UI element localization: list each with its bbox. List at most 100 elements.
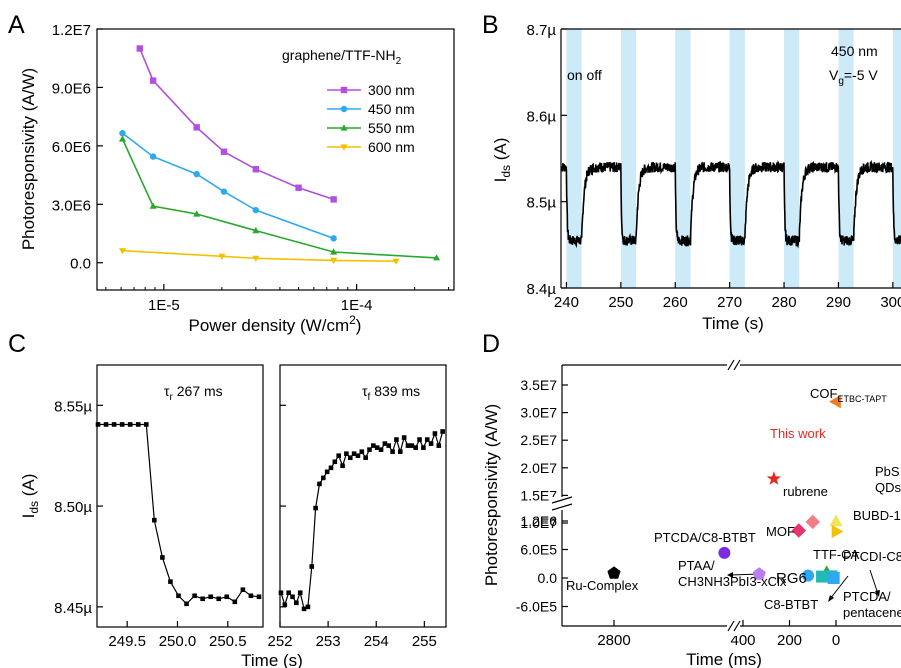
panel-c-fall-point [371,443,376,448]
panel-c-fall-point [297,590,303,596]
panel-d-data-point [829,514,843,527]
panel-d-y-axis-label: Photoresponsivity (A/W) [482,404,501,586]
panel-c-fall-point [324,469,330,475]
panel-c-y-tick-label: 8.45µ [54,600,92,617]
panel-b-wavelength-label: 450 nm [831,43,878,59]
panel-d-point-label: C8-BTBT [764,597,818,612]
panel-c-rise-point [192,593,197,599]
panel-d-point-label: PTCDA/pentacene [843,589,901,620]
panel-c-fall-point [328,465,334,471]
panel-d-y-tick-label: 3.0E7 [520,405,557,421]
panel-c-fall-point [378,447,384,452]
panel-c-rise-point [143,422,149,427]
panel-c-fall-point [374,445,380,450]
panel-a-data-point [193,210,201,217]
panel-c-fall-point [290,594,295,600]
panel-a-legend-title: graphene/TTF-NH2 [282,47,402,67]
panel-c-fall-point [286,590,291,596]
panel-a-data-point [252,206,260,214]
panel-c-fall-point [336,453,342,458]
panel-c-rise-point [119,422,125,427]
panel-c-fall-point [305,604,311,610]
panel-a-data-point [193,124,200,131]
panel-d-data-point [816,570,829,583]
panel-c-fall-point [432,431,438,436]
panel-a-y-tick-label: 9.0E6 [52,80,91,97]
panel-b-y-tick-label: 8.6µ [527,108,557,125]
panel-d-point-label: PTAA/CH3NH3PbI3-xClx [678,558,787,589]
panel-a-data-point [433,254,441,261]
panel-a-data-point [252,255,260,262]
panel-c-rise-point [232,599,238,605]
panel-c-y-tick-label: 8.50µ [54,499,92,516]
panel-c-rise-point [184,601,189,607]
panel-c-rise-point [168,579,173,584]
panel-c-left-x-tick-label: 250.5 [209,633,247,650]
panel-c-fall-point [321,475,326,481]
panel-d-y-tick-label: -6.0E5 [516,599,557,615]
panel-c-fall-point [405,443,411,448]
panel-a-chart: 0.0 3.0E6 6.0E6 9.0E6 1.2E7 1E-5 1E-4 graphene… [19,22,455,335]
panel-a-legend-marker [340,105,348,113]
panel-c-fall-point [409,443,415,448]
panel-c-rise-trace [98,423,260,605]
panel-d-x-axis-label: Time (ms) [686,650,762,668]
panel-d-x-tick-label: 400 [730,632,755,649]
panel-d-point-label: rubrene [783,484,828,499]
panel-a-series-line [121,138,437,259]
panel-b-x-tick-label: 240 [554,294,579,311]
panel-a-data-point [136,45,143,52]
panel-c-x-axis-label: Time (s) [241,651,303,668]
panel-b-chart: 8.4µ 8.5µ 8.6µ 8.7µ 240 250 260 270 280 290 300 on… [491,22,901,333]
panel-a-data-point [220,148,228,155]
panel-d-y-tick-label: 1.0E7 [520,515,557,531]
panel-d-point-label: PTCDI-C8 [843,549,901,564]
panel-a-data-point [330,196,337,203]
panel-c-rise-point [176,593,181,599]
panel-c-fall-point [390,449,395,454]
panel-b-x-tick-label: 270 [717,294,742,311]
panel-b-light-on-band [675,29,691,288]
panel-b-current-trace [560,160,901,249]
panel-c-rise-point [160,555,165,560]
panel-d-y-tick-label: 2.0E7 [520,460,557,476]
panel-c-right-x-tick-label: 255 [412,633,437,650]
panel-c-fall-time-label: τf 839 ms [362,383,420,403]
panel-d-y-tick-label: 3.5E7 [520,377,557,393]
panel-b-x-tick-label: 280 [772,294,797,311]
panel-a-x-tick-label: 1E-4 [341,297,373,314]
panel-c-fall-point [359,449,365,454]
panel-a-data-point [295,184,302,191]
panel-a-data-point [149,77,157,84]
panel-a-y-axis-label: Photoresponsivity (A/W) [19,68,38,250]
panel-c-fall-point [347,455,353,461]
panel-c-fall-point [413,445,418,450]
panel-a-data-point [330,257,338,265]
panel-b-on-off-label: on off [567,67,602,83]
panel-d-point-label: Ru-Complex [566,578,639,593]
panel-b-y-tick-label: 8.4µ [527,281,557,298]
panel-d-y-tick-label: 2.5E7 [520,432,557,448]
panel-c-fall-point [313,505,318,511]
panel-a-data-point [220,188,228,195]
panel-a-y-tick-label: 1.2E7 [52,22,91,39]
panel-d-data-point [805,514,820,530]
panel-a-data-point [252,166,260,173]
panel-b-y-axis-label: Ids (A) [491,138,513,183]
panel-c-fall-point [344,451,349,456]
panel-c-fall-point [397,449,403,454]
panel-c-fall-point [421,445,426,450]
panel-d-data-point [829,395,841,409]
panel-c-fall-point [332,459,338,465]
panel-c-fall-point [294,600,299,606]
panel-a-legend-marker [340,144,348,151]
panel-c-rise-point [127,422,133,427]
panel-c-fall-point [417,437,422,442]
panel-b-light-on-band [729,29,745,288]
panel-d-point-label: TTF-CA [813,547,860,562]
panel-c-fall-point [424,437,430,442]
panel-c-rise-point [248,593,254,599]
panel-a-legend-label: 550 nm [368,120,415,136]
panel-c-rise-point [95,422,101,427]
panel-c-rise-point [224,594,230,600]
